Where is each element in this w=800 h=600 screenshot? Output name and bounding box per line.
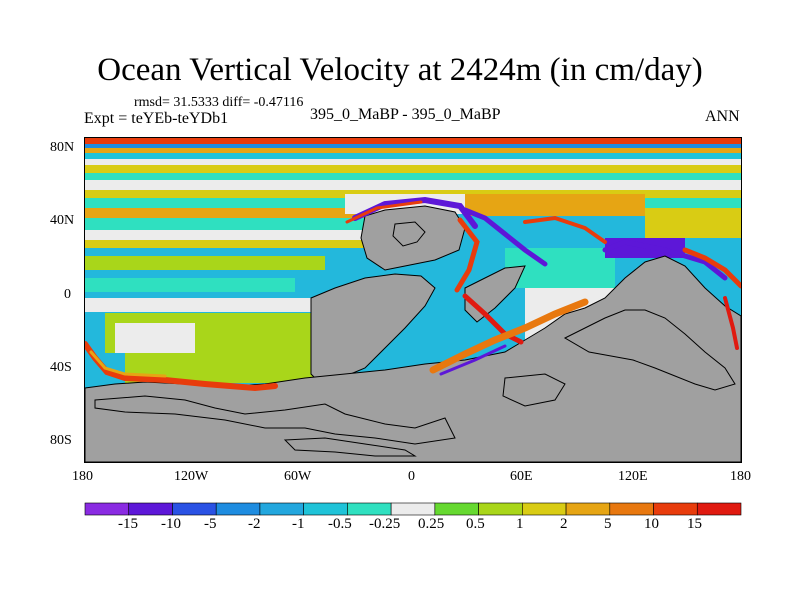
colorbar-swatch: [215, 502, 261, 516]
y-tick-label: 80S: [50, 433, 72, 448]
season-label: ANN: [705, 108, 740, 125]
colorbar-swatch: [84, 502, 130, 516]
colorbar-swatch: [128, 502, 173, 516]
colorbar-label: -0.25: [369, 516, 401, 532]
colorbar-swatch: [565, 502, 611, 516]
colorbar-label: 15: [687, 516, 702, 532]
colorbar-swatch: [434, 502, 479, 516]
x-tick-label: 0: [408, 469, 415, 484]
colorbar-swatch: [478, 502, 523, 516]
x-tick-label: 120W: [174, 469, 209, 484]
colorbar-label: -10: [161, 516, 181, 532]
y-tick-label: 0: [64, 287, 71, 302]
anomaly-bands: [85, 196, 741, 392]
colorbar-label: 0.5: [466, 516, 485, 532]
colorbar-label: -5: [204, 516, 217, 532]
colorbar-swatch: [390, 502, 436, 516]
colorbar-swatch: [653, 502, 698, 516]
colorbar-swatch: [259, 502, 304, 516]
colorbar-label: 0.25: [418, 516, 445, 532]
colorbar-label: -15: [118, 516, 138, 532]
case-label: 395_0_MaBP - 395_0_MaBP: [310, 106, 501, 123]
y-tick-label: 40N: [50, 213, 75, 228]
colorbar-swatch: [522, 502, 567, 516]
stats-label: rmsd= 31.5333 diff= -0.47116: [134, 95, 304, 110]
plot-title: Ocean Vertical Velocity at 2424m (in cm/…: [97, 52, 703, 88]
x-tick-label: 120E: [618, 469, 648, 484]
colorbar-swatch: [303, 502, 348, 516]
land-masses: [85, 205, 741, 462]
colorbar-label: 1: [516, 516, 524, 532]
colorbar: [84, 502, 742, 516]
colorbar-label: 5: [604, 516, 612, 532]
y-tick-label: 40S: [50, 360, 72, 375]
colorbar-label: 10: [644, 516, 659, 532]
colorbar-swatch: [172, 502, 217, 516]
colorbar-label: -0.5: [328, 516, 352, 532]
colorbar-label: -1: [292, 516, 305, 532]
colorbar-swatch: [609, 502, 654, 516]
y-tick-label: 80N: [50, 140, 75, 155]
colorbar-swatch: [696, 502, 742, 516]
x-tick-label: 60W: [284, 469, 312, 484]
colorbar-swatch: [347, 502, 392, 516]
colorbar-label: -2: [248, 516, 261, 532]
x-tick-label: 180: [730, 469, 751, 484]
map-panel: [84, 137, 742, 463]
coastline-outlines: [94, 221, 736, 457]
experiment-label: Expt = teYEb-teYDb1: [84, 110, 229, 127]
x-tick-label: 60E: [510, 469, 533, 484]
x-tick-label: 180: [72, 469, 93, 484]
colorbar-label: 2: [560, 516, 568, 532]
